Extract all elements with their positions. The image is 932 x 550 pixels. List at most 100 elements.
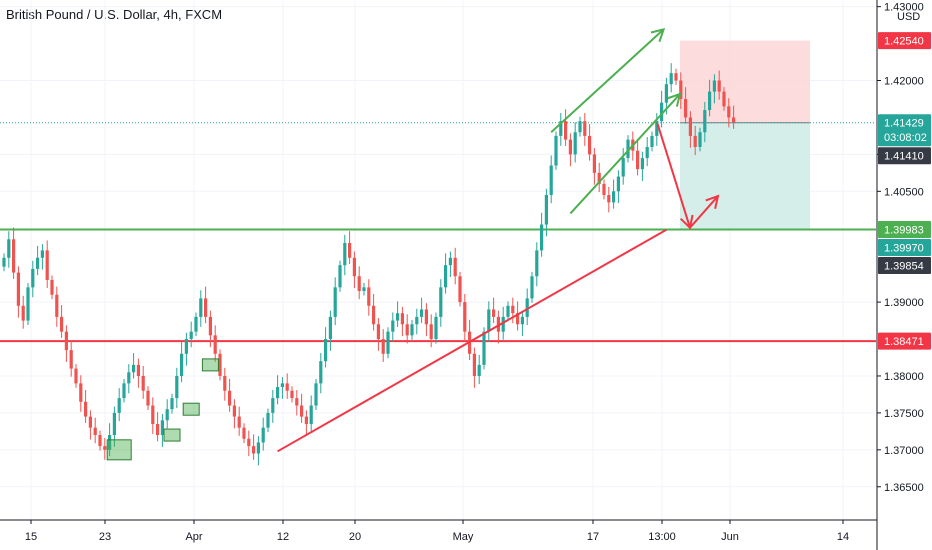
candle-body: [607, 195, 611, 203]
candle-body: [36, 257, 40, 269]
candle-body: [640, 158, 644, 170]
candle-body: [213, 335, 217, 354]
wedge-lower-arrow: [667, 92, 682, 107]
price-tag-label: 1.41410: [884, 151, 924, 163]
candle-body: [12, 239, 16, 273]
candle-body: [477, 364, 481, 376]
candle-body: [664, 84, 668, 103]
candle-body: [98, 435, 102, 447]
candle-body: [506, 305, 510, 317]
candle-body: [180, 353, 184, 376]
candle-body: [482, 331, 486, 365]
candle-body: [434, 316, 438, 340]
x-tick-label: Jun: [721, 531, 739, 543]
candle-body: [717, 80, 721, 92]
candle-body: [112, 412, 116, 436]
price-tag-label: 1.39983: [884, 224, 924, 236]
y-tick-label: 1.42000: [884, 76, 924, 88]
candle-body: [588, 135, 592, 155]
candle-body: [55, 294, 59, 317]
candle-body: [280, 383, 284, 388]
currency-label: USD: [897, 11, 920, 23]
candle-body: [674, 73, 678, 81]
y-tick-label: 1.43000: [884, 2, 924, 14]
candle-body: [655, 121, 659, 136]
candle-body: [343, 243, 347, 266]
candle-body: [458, 276, 462, 303]
highlight-box: [163, 428, 181, 442]
x-tick-label: 20: [349, 531, 361, 543]
highlight-box: [182, 402, 200, 416]
candle-body: [444, 265, 448, 288]
candle-body: [708, 91, 712, 111]
candle-body: [501, 316, 505, 332]
candle-body: [621, 158, 625, 177]
x-tick-label: 12: [277, 531, 289, 543]
candle-body: [516, 313, 520, 325]
candle-body: [568, 139, 572, 155]
candle-body: [328, 316, 332, 340]
candle-body: [405, 324, 409, 336]
candle-body: [228, 390, 232, 406]
price-tag-label: 1.39854: [884, 260, 924, 272]
projection-down-line: [656, 123, 691, 229]
candle-body: [60, 316, 64, 332]
price-tag-countdown: 03:08:02: [884, 132, 927, 144]
candle-body: [530, 276, 534, 299]
candle-body: [309, 405, 313, 424]
candle-body: [448, 257, 452, 266]
candle-body: [304, 416, 308, 424]
candle-body: [136, 364, 140, 376]
candle-body: [160, 420, 164, 436]
price-tag: [878, 220, 931, 238]
candle-body: [396, 313, 400, 321]
candle-body: [170, 398, 174, 410]
highlight-box: [201, 358, 219, 372]
position-zones: [680, 40, 810, 230]
candle-body: [199, 298, 203, 317]
candle-body: [319, 361, 323, 384]
candle-body: [122, 383, 126, 399]
projection-up-line: [689, 195, 719, 229]
x-tick-label: 17: [587, 531, 599, 543]
candle-body: [420, 309, 424, 317]
candle-body: [492, 309, 496, 317]
candle-body: [247, 438, 251, 447]
candle-body: [26, 287, 30, 321]
candle-body: [381, 339, 385, 354]
target-zone: [680, 122, 810, 230]
projection-up-arrow: [705, 194, 720, 209]
candle-body: [645, 146, 649, 159]
x-tick-label: Apr: [185, 531, 202, 543]
candle-body: [156, 423, 160, 436]
candle-body: [400, 313, 404, 325]
candle-body: [333, 287, 337, 317]
x-tick-label: 15: [25, 531, 37, 543]
candle-body: [540, 224, 544, 251]
candle-body: [50, 279, 54, 295]
candle-body: [525, 298, 529, 317]
candle-body: [84, 401, 88, 417]
candle-body: [511, 305, 515, 314]
candle-body: [117, 398, 121, 413]
price-tag-label: 1.41429: [884, 118, 924, 130]
price-tag: [878, 114, 931, 147]
y-tick-label: 1.38000: [884, 371, 924, 383]
candle-body: [7, 239, 11, 258]
candle-body: [141, 375, 145, 391]
candle-body: [93, 427, 97, 436]
candle-body: [127, 372, 131, 384]
horizontal-levels: [0, 122, 876, 343]
candle-body: [261, 427, 265, 443]
candle-body: [472, 353, 476, 376]
candle-body: [583, 121, 587, 136]
candle-body: [669, 73, 673, 85]
candle-body: [348, 243, 352, 258]
wedge-upper-line: [550, 28, 665, 133]
candle-body: [2, 257, 6, 267]
candle-body: [684, 98, 688, 118]
y-tick-label: 1.36500: [884, 482, 924, 494]
candle-body: [103, 446, 107, 450]
